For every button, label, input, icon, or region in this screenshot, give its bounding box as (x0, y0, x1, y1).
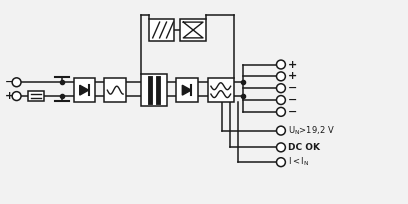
Bar (149, 19, 174, 41)
Text: −: − (5, 77, 14, 87)
Polygon shape (80, 85, 89, 95)
Text: +: + (288, 60, 297, 70)
Circle shape (12, 92, 21, 101)
Circle shape (12, 78, 21, 87)
Circle shape (277, 84, 285, 93)
Circle shape (277, 143, 285, 152)
Text: −: − (288, 95, 297, 105)
Bar (74, 78, 95, 102)
Circle shape (277, 60, 285, 69)
Bar (141, 74, 166, 106)
Circle shape (277, 72, 285, 81)
Bar (104, 78, 126, 102)
Bar (29, 91, 44, 101)
Circle shape (277, 108, 285, 116)
Polygon shape (182, 85, 191, 95)
Bar (208, 78, 234, 102)
Text: −: − (288, 83, 297, 93)
Bar (180, 19, 206, 41)
Bar (176, 78, 198, 102)
Text: DC OK: DC OK (288, 143, 320, 152)
Text: $\mathregular{U_N}$>19,2 V: $\mathregular{U_N}$>19,2 V (288, 124, 335, 137)
Circle shape (277, 158, 285, 167)
Text: $\mathregular{I<I_N}$: $\mathregular{I<I_N}$ (288, 156, 309, 169)
Text: +: + (288, 71, 297, 81)
Circle shape (277, 126, 285, 135)
Text: −: − (288, 107, 297, 117)
Circle shape (277, 96, 285, 104)
Text: +: + (5, 91, 14, 101)
